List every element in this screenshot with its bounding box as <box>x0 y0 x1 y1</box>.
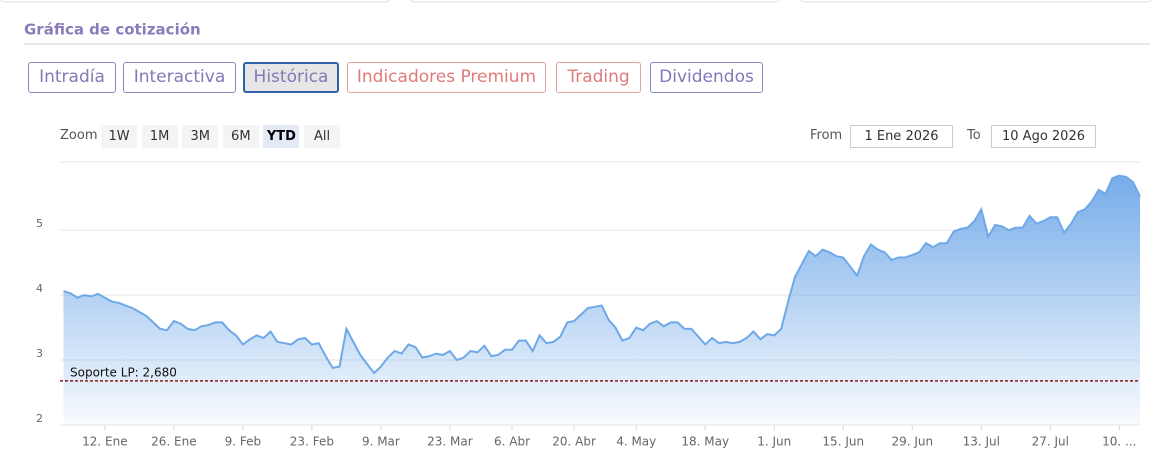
zoom-label: Zoom <box>60 128 98 143</box>
card <box>0 0 391 3</box>
zoom-button[interactable]: 1M <box>141 125 178 148</box>
tab[interactable]: Interactiva <box>123 62 236 93</box>
x-tick-label: 6. Abr <box>494 435 530 449</box>
tab[interactable]: Intradía <box>28 62 116 93</box>
x-tick-label: 1. Jun <box>757 435 791 449</box>
zoom-button[interactable]: YTD <box>263 125 300 148</box>
x-tick-label: 29. Jun <box>891 435 933 449</box>
x-tick-label: 27. Jul <box>1032 435 1069 449</box>
tab[interactable]: Dividendos <box>650 62 763 93</box>
zoom-button[interactable]: 1W <box>101 125 137 148</box>
x-tick-label: 26. Ene <box>151 435 196 449</box>
y-tick-label: 5 <box>36 217 43 230</box>
x-tick-label: 13. Jul <box>963 435 1000 449</box>
support-label: Soporte LP: 2,680 <box>70 365 177 379</box>
tab[interactable]: Trading <box>556 62 641 93</box>
to-input[interactable]: 10 Ago 2026 <box>991 125 1096 148</box>
x-tick-label: 9. Feb <box>225 435 262 449</box>
section-title: Gráfica de cotización <box>24 21 201 39</box>
x-tick-label: 12. Ene <box>82 435 127 449</box>
from-label: From <box>810 128 843 143</box>
tab[interactable]: Histórica <box>243 62 339 93</box>
x-tick-label: 9. Mar <box>362 435 400 449</box>
line <box>63 174 1141 375</box>
card <box>409 0 781 3</box>
x-tick-label: 23. Feb <box>290 435 334 449</box>
area <box>63 175 1140 425</box>
y-tick-label: 2 <box>36 412 43 425</box>
from-input[interactable]: 1 Ene 2026 <box>850 125 953 148</box>
zoom-button[interactable]: All <box>304 125 340 148</box>
zoom-button[interactable]: 3M <box>182 125 219 148</box>
x-tick-label: 15. Jun <box>822 435 864 449</box>
x-tick-label: 20. Abr <box>552 435 596 449</box>
zoom-button[interactable]: 6M <box>222 125 259 148</box>
x-tick-label: 23. Mar <box>427 435 473 449</box>
x-tick-label: 18. May <box>681 435 729 449</box>
card <box>799 0 1152 3</box>
tab[interactable]: Indicadores Premium <box>347 62 546 93</box>
y-tick-label: 4 <box>36 282 43 295</box>
to-label: To <box>967 128 981 143</box>
y-tick-label: 3 <box>36 347 43 360</box>
x-tick-label: 4. May <box>616 435 656 449</box>
x-tick-label: 10. ... <box>1102 435 1136 449</box>
